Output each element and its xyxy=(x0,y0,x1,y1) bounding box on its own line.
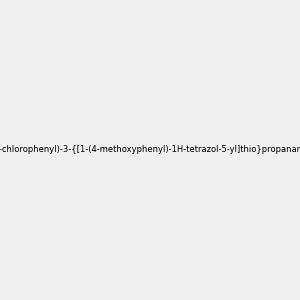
Text: N-(2-chlorophenyl)-3-{[1-(4-methoxyphenyl)-1H-tetrazol-5-yl]thio}propanamide: N-(2-chlorophenyl)-3-{[1-(4-methoxypheny… xyxy=(0,146,300,154)
